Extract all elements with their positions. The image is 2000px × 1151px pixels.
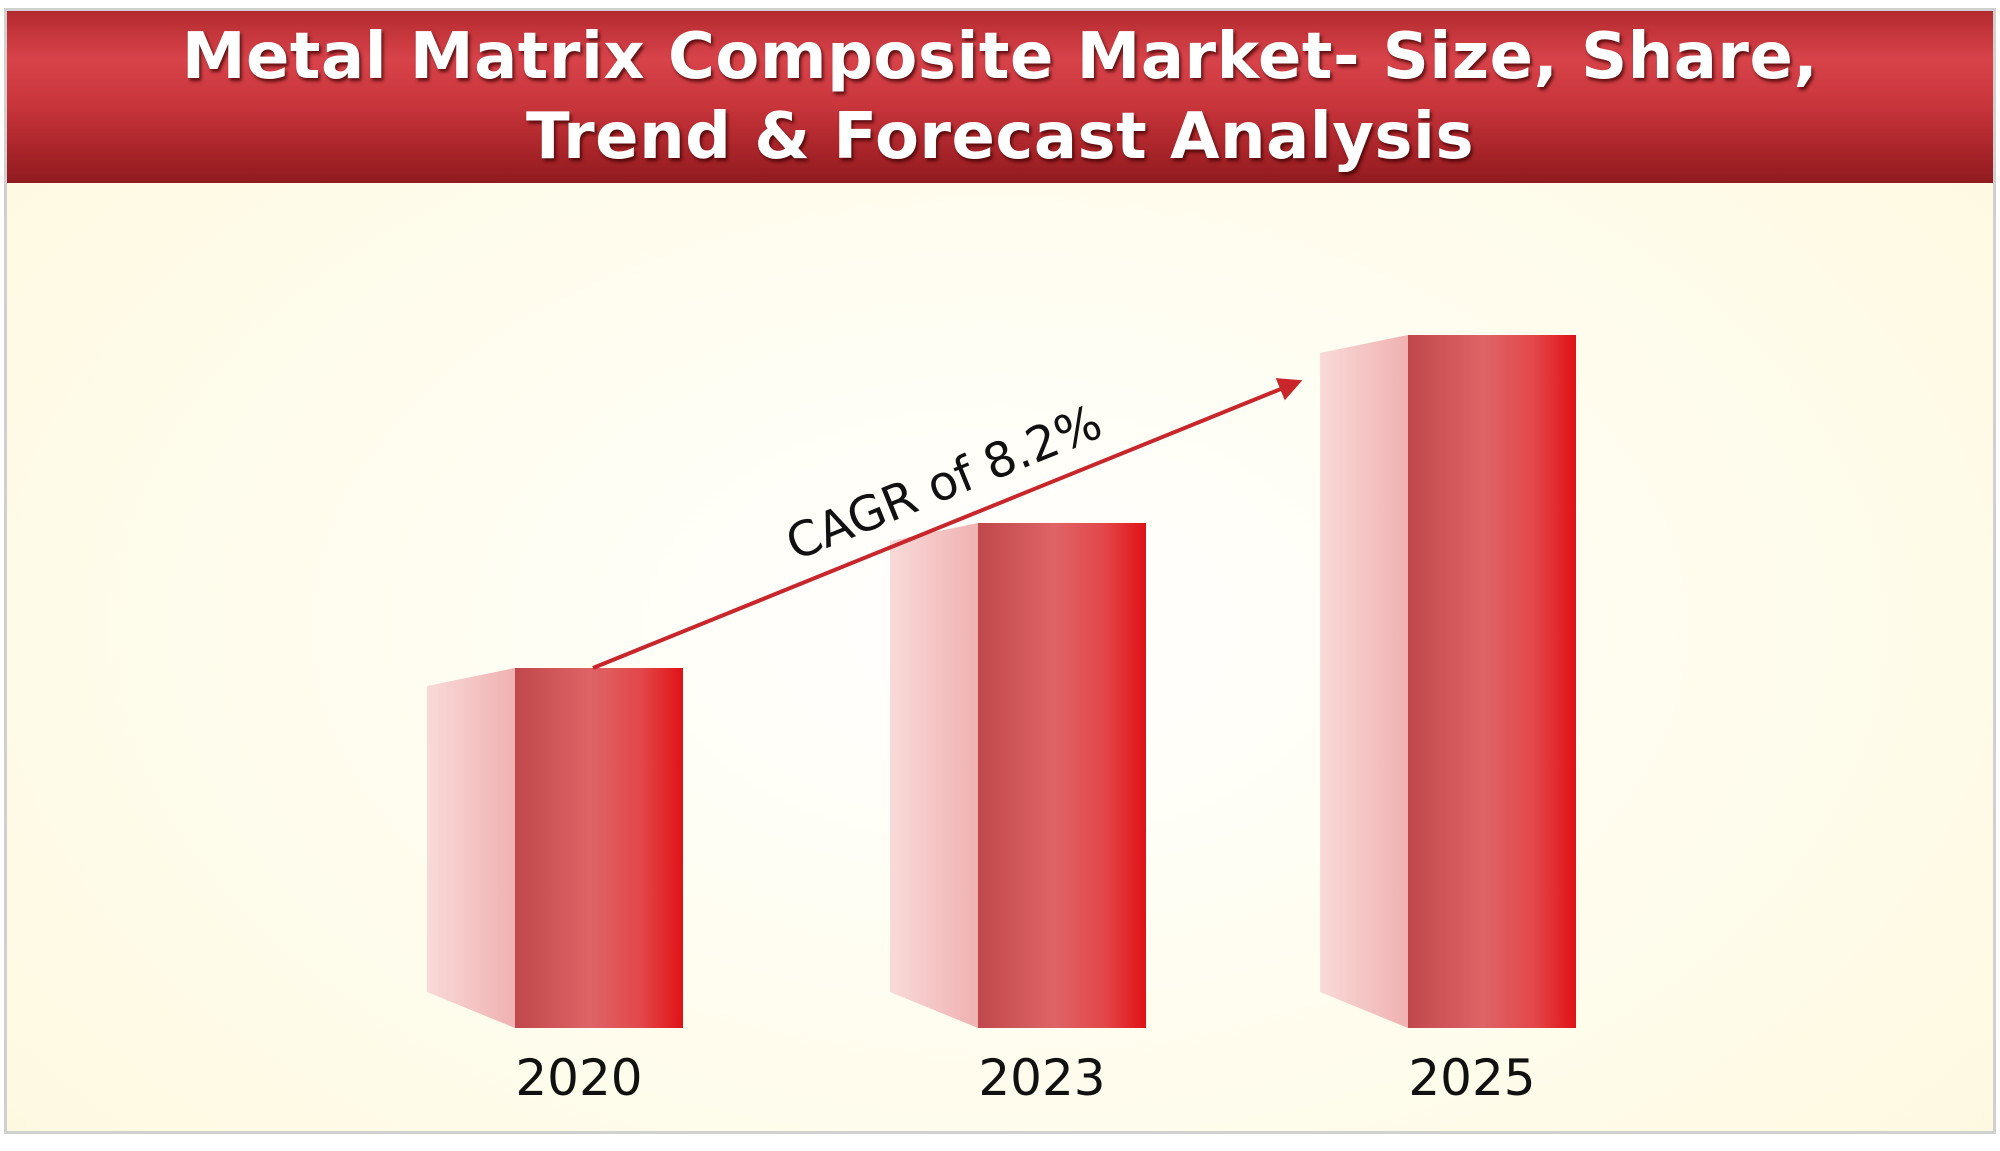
- title-banner: Metal Matrix Composite Market- Size, Sha…: [7, 11, 1993, 183]
- bar-side-2020: [427, 668, 515, 1028]
- x-tick-label-2025: 2025: [1408, 1049, 1535, 1107]
- x-tick-label-2020: 2020: [515, 1049, 642, 1107]
- x-tick-label-2023: 2023: [978, 1049, 1105, 1107]
- bar-2020: [515, 668, 683, 1028]
- chart-title-line-1: Metal Matrix Composite Market- Size, Sha…: [181, 20, 1819, 94]
- bar-2023: [978, 523, 1146, 1028]
- bar-side-2025: [1320, 335, 1408, 1028]
- chart-title-line-2: Trend & Forecast Analysis: [525, 100, 1475, 174]
- bar-2025: [1408, 335, 1576, 1028]
- bar-side-2023: [890, 523, 978, 1028]
- cagr-arrow: [592, 378, 1303, 670]
